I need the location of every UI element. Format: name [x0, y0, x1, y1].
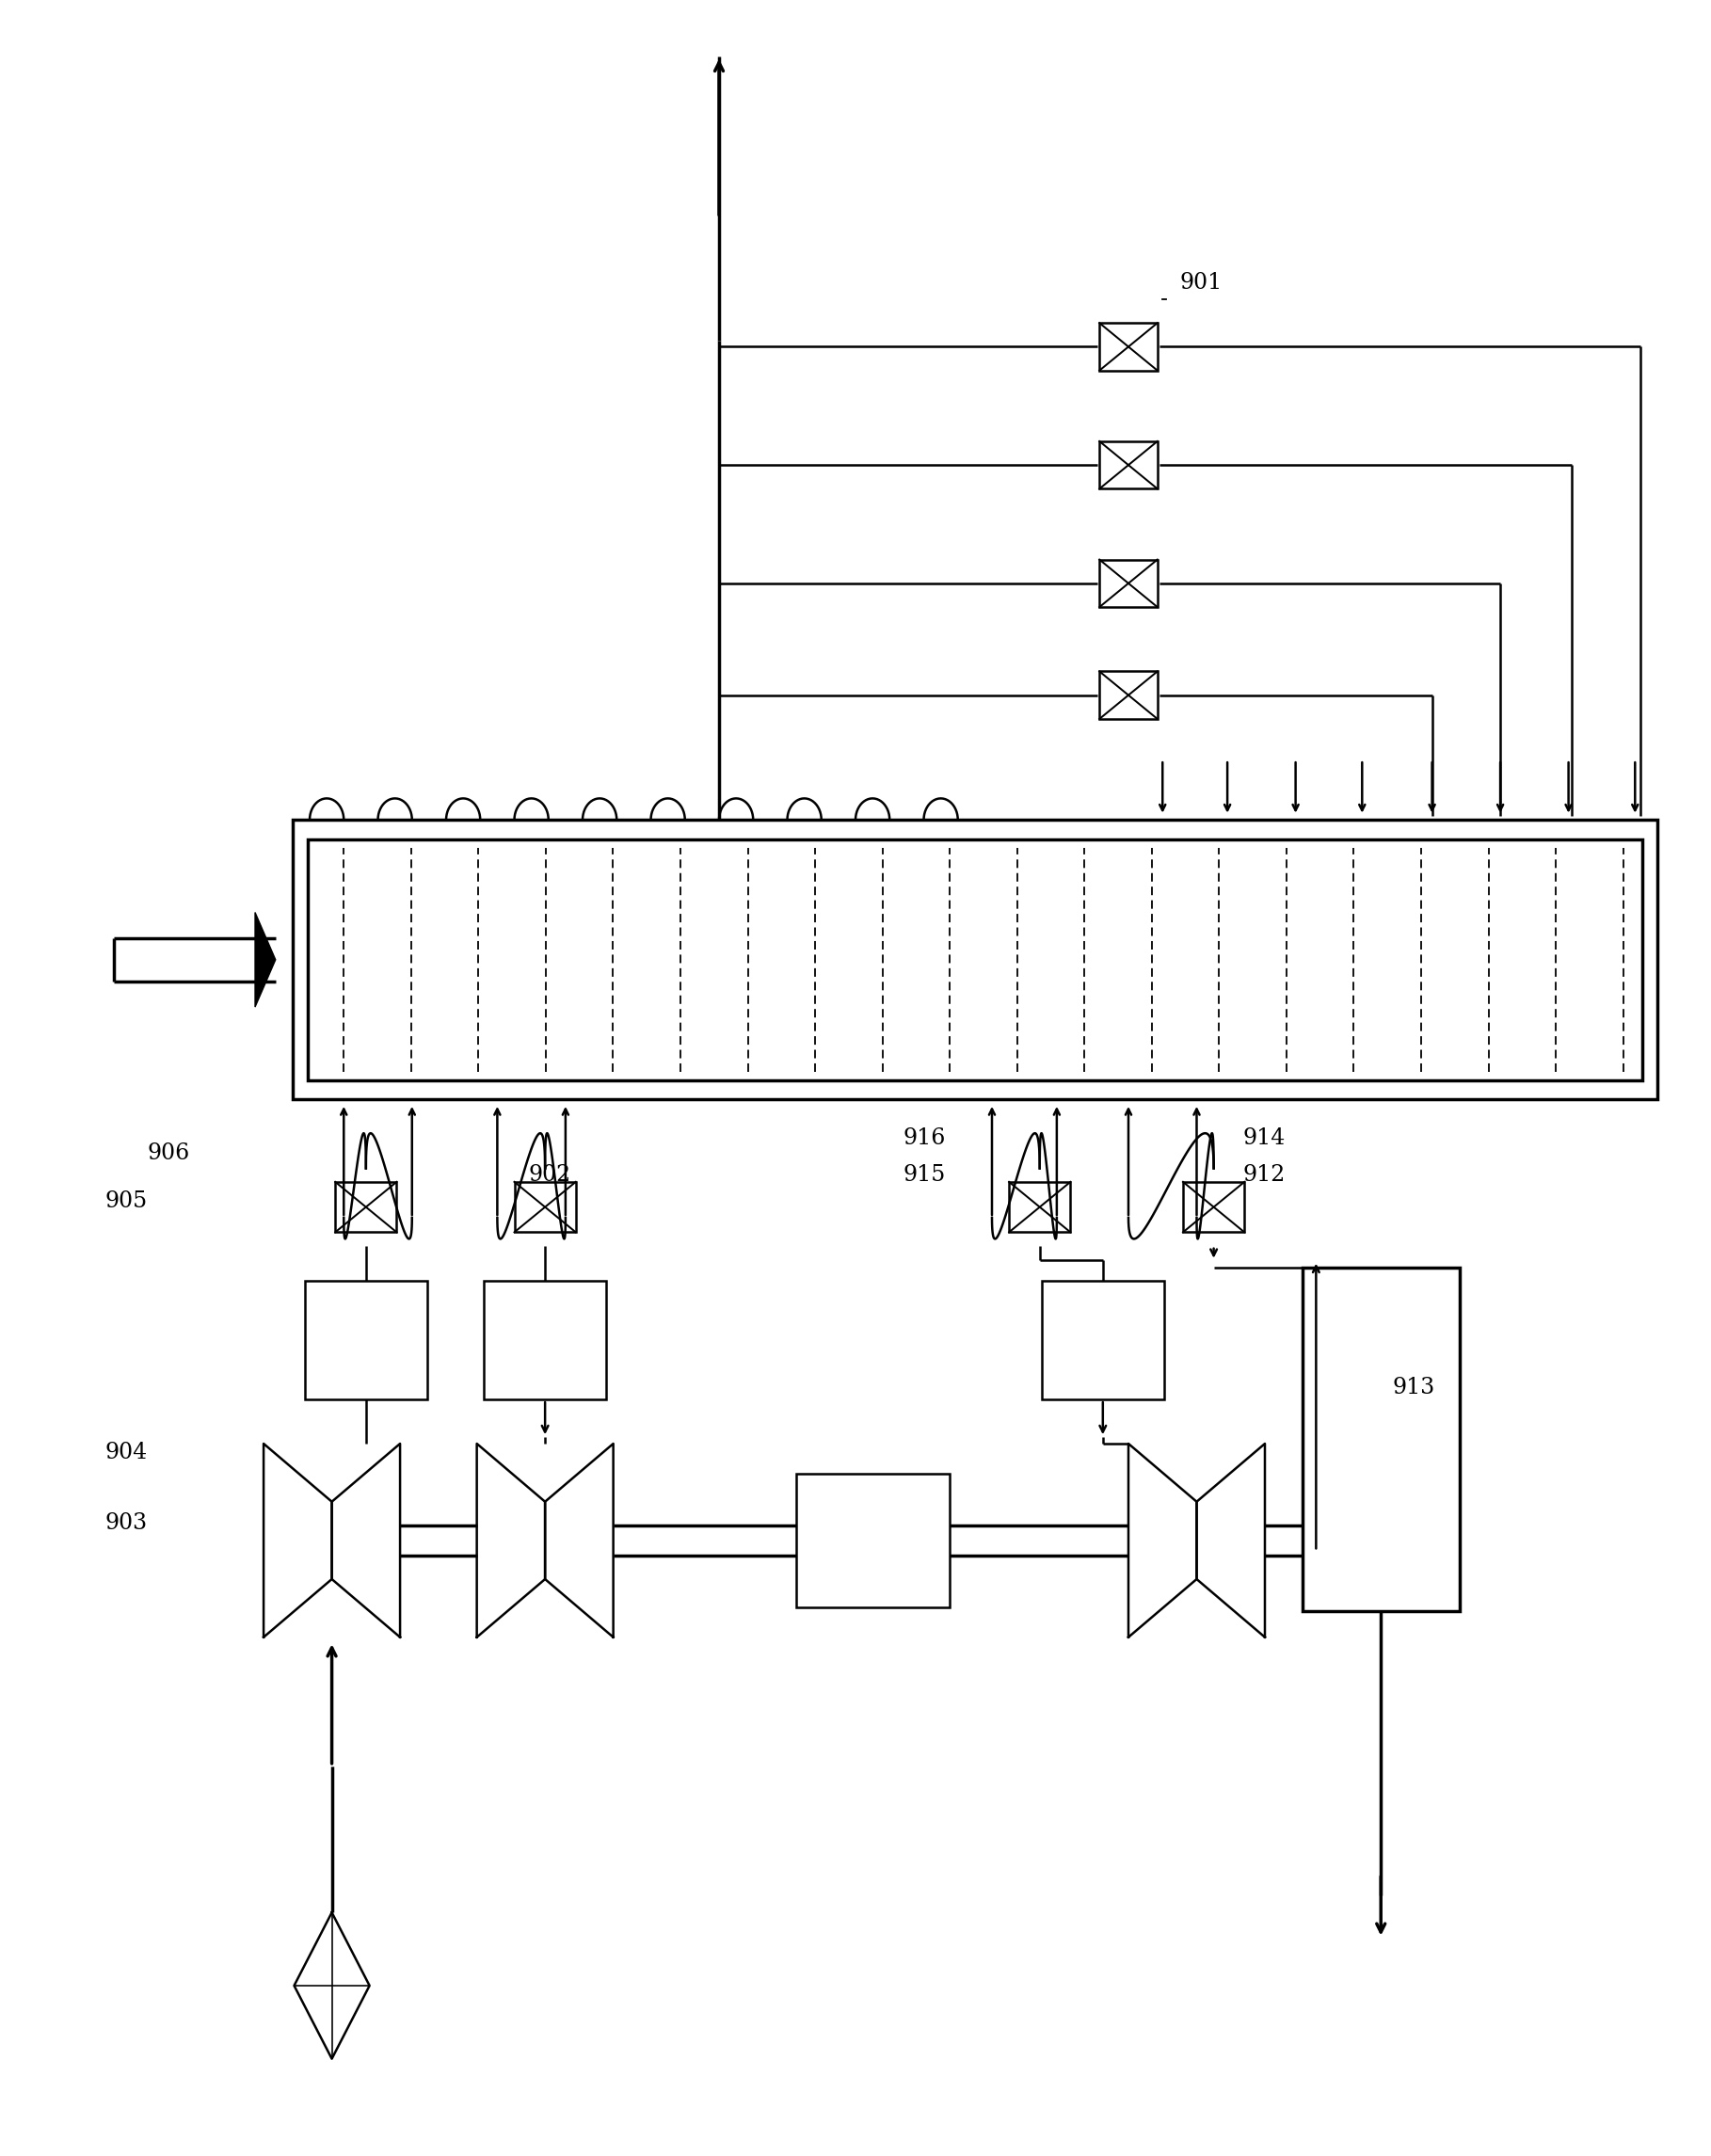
Text: 904: 904: [104, 1442, 147, 1464]
Text: 914: 914: [1242, 1128, 1285, 1149]
Text: 915: 915: [903, 1164, 946, 1186]
Text: 903: 903: [104, 1514, 147, 1535]
Text: 901: 901: [1179, 272, 1222, 293]
Bar: [335, 1181, 397, 1233]
Bar: [1100, 561, 1157, 608]
Bar: [308, 839, 1643, 1080]
Bar: [1100, 323, 1157, 371]
Bar: [1100, 671, 1157, 718]
Polygon shape: [255, 912, 275, 1007]
Text: 906: 906: [147, 1143, 190, 1164]
Text: 902: 902: [529, 1164, 570, 1186]
Bar: [1100, 442, 1157, 489]
Bar: [1042, 1281, 1163, 1399]
Bar: [515, 1181, 577, 1233]
Bar: [1009, 1181, 1071, 1233]
Bar: [796, 1475, 950, 1606]
Bar: [293, 819, 1658, 1100]
Text: 916: 916: [903, 1128, 946, 1149]
Bar: [1302, 1268, 1459, 1611]
Bar: [484, 1281, 606, 1399]
Text: 912: 912: [1242, 1164, 1285, 1186]
Bar: [1182, 1181, 1244, 1233]
Text: 905: 905: [104, 1190, 147, 1212]
Text: 913: 913: [1393, 1378, 1436, 1399]
Bar: [305, 1281, 428, 1399]
